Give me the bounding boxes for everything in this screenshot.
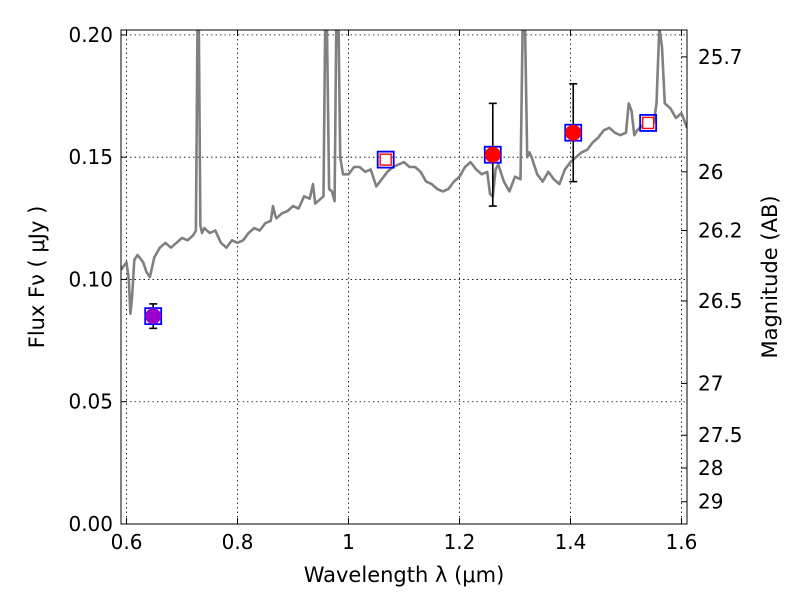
- x-tick-label-3: 1.2: [444, 530, 476, 554]
- data-point-2: [484, 146, 501, 163]
- y-tick-label-3: 0.15: [68, 145, 113, 169]
- right-tick-label-5: 27.5: [698, 423, 743, 447]
- right-axis-label: Magnitude (AB): [758, 195, 782, 358]
- grid-lines: [121, 30, 687, 525]
- y-axis-label: Flux Fν ( μJy ): [25, 206, 49, 349]
- x-tick-label-1: 0.8: [222, 530, 254, 554]
- spectrum-layer: [121, 30, 687, 316]
- right-tick-label-4: 27: [698, 371, 723, 395]
- model-square-1: [376, 150, 395, 169]
- right-tick-label-1: 26: [698, 160, 723, 184]
- model-square-4: [639, 114, 658, 132]
- data-point-4: [641, 116, 655, 130]
- data-point-1: [379, 153, 392, 166]
- data-point-0: [145, 308, 162, 325]
- model-spectrum-line: [121, 30, 687, 316]
- axis-ticks: 0.6 0.8 1 1.2 1.4 1.6 0.00 0.05 0.10 0.15 0.20 25.7…: [68, 23, 742, 554]
- right-tick-label-6: 28: [698, 456, 723, 480]
- right-tick-label-3: 26.5: [698, 289, 743, 313]
- y-tick-label-4: 0.20: [68, 23, 113, 47]
- y-tick-label-2: 0.10: [68, 267, 113, 291]
- photometry-points: [144, 83, 658, 330]
- x-tick-label-4: 1.4: [555, 530, 587, 554]
- x-tick-label-2: 1: [342, 530, 355, 554]
- data-point-3: [565, 124, 582, 141]
- plot-frame: [120, 29, 688, 525]
- right-tick-label-7: 29: [698, 490, 723, 514]
- y-tick-label-1: 0.05: [68, 390, 113, 414]
- x-axis-label: Wavelength λ (μm): [304, 563, 505, 587]
- x-tick-label-0: 0.6: [111, 530, 143, 554]
- x-tick-label-5: 1.6: [666, 530, 698, 554]
- y-tick-label-0: 0.00: [68, 512, 113, 536]
- right-tick-label-2: 26.2: [698, 219, 743, 243]
- right-tick-label-0: 25.7: [698, 45, 743, 69]
